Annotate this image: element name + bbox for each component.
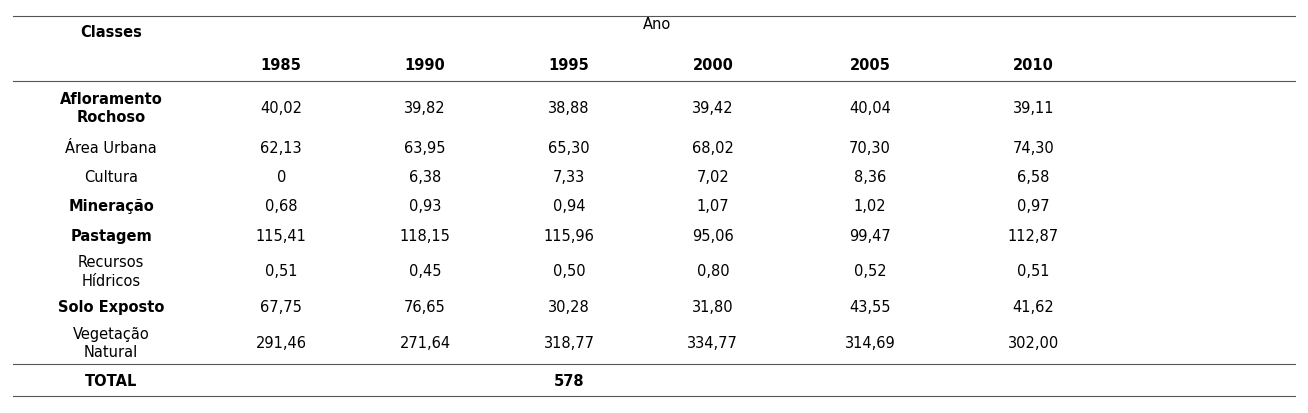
Text: Solo Exposto: Solo Exposto (58, 299, 165, 314)
Text: 0,50: 0,50 (553, 263, 585, 279)
Text: 62,13: 62,13 (260, 141, 302, 156)
Text: 2010: 2010 (1012, 58, 1054, 73)
Text: 0,80: 0,80 (697, 263, 729, 279)
Text: 2005: 2005 (849, 58, 891, 73)
Text: 112,87: 112,87 (1007, 228, 1059, 243)
Text: 291,46: 291,46 (256, 335, 306, 350)
Text: 1,07: 1,07 (697, 199, 729, 214)
Text: 30,28: 30,28 (548, 299, 590, 314)
Text: 115,96: 115,96 (544, 228, 594, 243)
Text: 70,30: 70,30 (849, 141, 891, 156)
Text: 8,36: 8,36 (854, 170, 886, 185)
Text: Ano: Ano (644, 17, 671, 32)
Text: Classes: Classes (80, 26, 143, 40)
Text: 1985: 1985 (260, 58, 302, 73)
Text: 0: 0 (276, 170, 286, 185)
Text: 578: 578 (553, 373, 585, 387)
Text: 0,52: 0,52 (854, 263, 886, 279)
Text: 1,02: 1,02 (854, 199, 886, 214)
Text: 6,58: 6,58 (1018, 170, 1049, 185)
Text: 76,65: 76,65 (404, 299, 446, 314)
Text: Área Urbana: Área Urbana (65, 141, 157, 156)
Text: 118,15: 118,15 (400, 228, 450, 243)
Text: 38,88: 38,88 (548, 101, 590, 116)
Text: 0,51: 0,51 (266, 263, 297, 279)
Text: 2000: 2000 (692, 58, 734, 73)
Text: 0,93: 0,93 (409, 199, 441, 214)
Text: 1990: 1990 (404, 58, 446, 73)
Text: Afloramento
Rochoso: Afloramento Rochoso (60, 91, 162, 125)
Text: 271,64: 271,64 (399, 335, 451, 350)
Text: 99,47: 99,47 (849, 228, 891, 243)
Text: TOTAL: TOTAL (85, 373, 137, 387)
Text: 40,02: 40,02 (260, 101, 302, 116)
Text: 39,42: 39,42 (692, 101, 734, 116)
Text: 67,75: 67,75 (260, 299, 302, 314)
Text: 39,82: 39,82 (404, 101, 446, 116)
Text: 41,62: 41,62 (1012, 299, 1054, 314)
Text: 115,41: 115,41 (256, 228, 306, 243)
Text: 334,77: 334,77 (688, 335, 738, 350)
Text: 318,77: 318,77 (544, 335, 594, 350)
Text: 65,30: 65,30 (548, 141, 590, 156)
Text: 0,51: 0,51 (1018, 263, 1049, 279)
Text: 0,94: 0,94 (553, 199, 585, 214)
Text: 63,95: 63,95 (404, 141, 446, 156)
Text: 31,80: 31,80 (692, 299, 734, 314)
Text: 7,33: 7,33 (553, 170, 585, 185)
Text: 68,02: 68,02 (692, 141, 734, 156)
Text: Vegetação
Natural: Vegetação Natural (73, 326, 149, 359)
Text: 95,06: 95,06 (692, 228, 734, 243)
Text: 302,00: 302,00 (1007, 335, 1059, 350)
Text: 1995: 1995 (548, 58, 590, 73)
Text: 0,97: 0,97 (1018, 199, 1049, 214)
Text: 0,68: 0,68 (266, 199, 297, 214)
Text: 40,04: 40,04 (849, 101, 891, 116)
Text: 74,30: 74,30 (1012, 141, 1054, 156)
Text: 39,11: 39,11 (1012, 101, 1054, 116)
Text: Pastagem: Pastagem (71, 228, 152, 243)
Text: 0,45: 0,45 (409, 263, 441, 279)
Text: Recursos
Hídricos: Recursos Hídricos (78, 254, 144, 288)
Text: 6,38: 6,38 (409, 170, 441, 185)
Text: Cultura: Cultura (84, 170, 139, 185)
Text: 7,02: 7,02 (696, 170, 730, 185)
Text: 43,55: 43,55 (849, 299, 891, 314)
Text: Mineração: Mineração (68, 199, 154, 214)
Text: 314,69: 314,69 (845, 335, 895, 350)
